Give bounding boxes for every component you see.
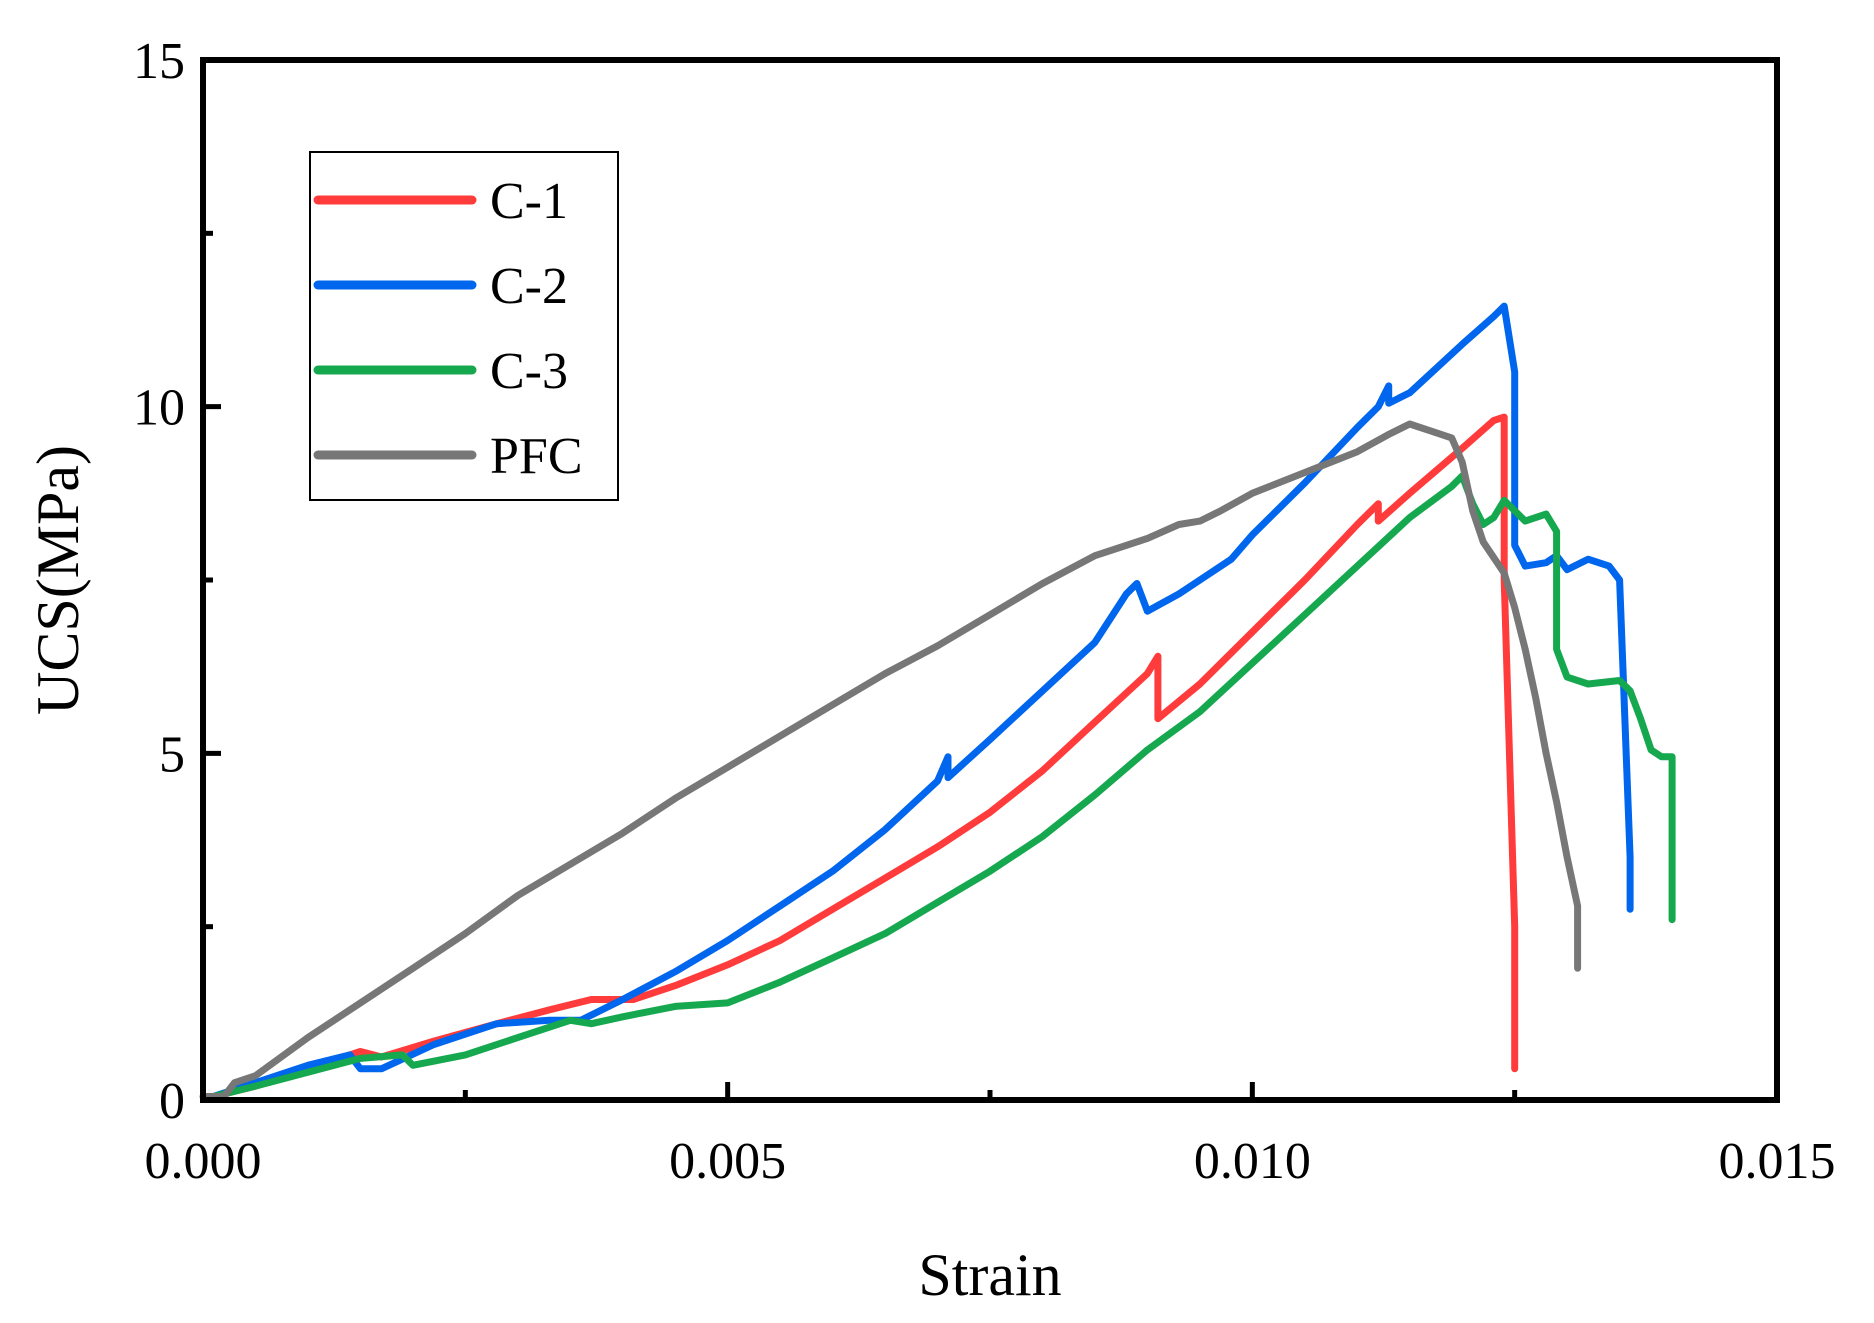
legend-label-c-3: C-3 — [490, 343, 568, 400]
legend-label-pfc: PFC — [490, 428, 583, 485]
series-line-pfc — [199, 420, 1582, 1100]
y-tick-label: 0 — [159, 1073, 185, 1130]
series-line-c-3 — [210, 472, 1676, 1100]
legend-label-c-2: C-2 — [490, 258, 568, 315]
series-line-c-2 — [210, 302, 1634, 1100]
x-tick-label: 0.000 — [145, 1133, 262, 1190]
y-axis-title: UCS(MPa) — [25, 445, 91, 715]
y-tick-label: 5 — [159, 726, 185, 783]
series-line-c-1 — [210, 413, 1519, 1100]
legend-label-c-1: C-1 — [490, 173, 568, 230]
legend: C-1 C-2 C-3 PFC — [309, 151, 619, 501]
legend-box — [309, 151, 619, 501]
series-layer — [199, 302, 1676, 1100]
y-tick-label: 10 — [133, 380, 185, 437]
x-tick-label: 0.015 — [1719, 1133, 1836, 1190]
x-tick-label: 0.010 — [1194, 1133, 1311, 1190]
x-axis-title: Strain — [918, 1242, 1061, 1308]
y-tick-label: 15 — [133, 33, 185, 90]
tick-layer: 0.000 0.005 0.010 0.015 0 5 10 15 — [133, 33, 1836, 1190]
x-tick-label: 0.005 — [669, 1133, 786, 1190]
